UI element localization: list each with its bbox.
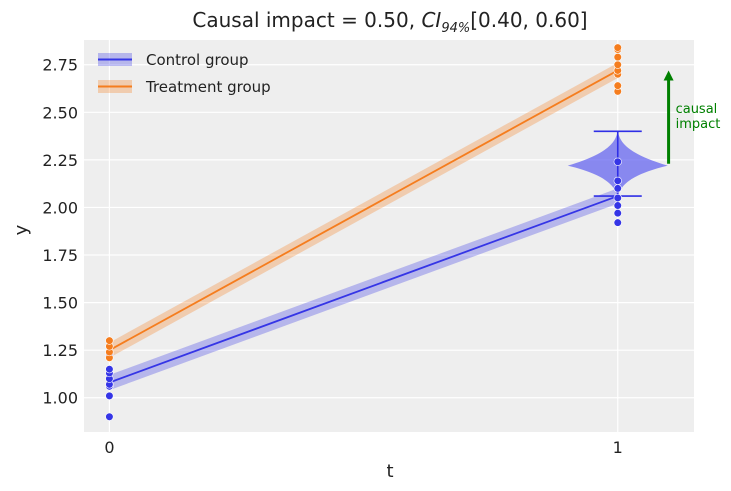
title-ci-subscript: 94%: [441, 21, 470, 36]
data-point-series-0-9: [613, 209, 622, 218]
causal-impact-arrow-head: [663, 70, 674, 81]
data-point-series-1-9: [613, 53, 622, 62]
y-axis-label: y: [11, 224, 32, 235]
data-point-series-0-1: [105, 391, 114, 400]
legend-treatment-label: Treatment group: [145, 78, 271, 96]
y-tick-label-4: 2.00: [42, 198, 78, 217]
y-tick-label-6: 2.50: [42, 103, 78, 122]
causal-impact-label-line2: impact: [676, 117, 721, 132]
data-point-series-1-8: [613, 60, 622, 69]
title-ci: CI: [421, 8, 441, 32]
y-tick-label-1: 1.25: [42, 341, 78, 360]
mean-line-series-0: [109, 195, 619, 384]
data-point-series-0-6: [105, 365, 114, 374]
observation-points: [105, 43, 622, 421]
data-point-series-0-11: [613, 193, 622, 203]
data-point-series-0-8: [613, 218, 622, 227]
causal-impact-label-line1: causal: [676, 102, 718, 117]
y-tick-label-3: 1.75: [42, 246, 78, 265]
mean-lines: [108, 69, 619, 384]
plot-background: [84, 40, 694, 432]
x-tick-label-1: 1: [613, 438, 623, 457]
data-point-series-0-0: [105, 412, 114, 421]
y-tick-label-5: 2.25: [42, 151, 78, 170]
data-point-series-0-14: [613, 157, 622, 166]
data-point-series-0-13: [613, 176, 622, 185]
legend-control-label: Control group: [146, 51, 249, 69]
data-point-series-1-11: [613, 43, 622, 52]
x-axis-label: t: [386, 461, 393, 482]
data-point-series-1-5: [613, 81, 622, 90]
axis-tick-labels: 1.00 1.25 1.50 1.75 2.00 2.25 2.50 2.75 0 1: [42, 56, 622, 457]
data-point-series-0-12: [613, 184, 622, 193]
grid-lines: [84, 40, 694, 432]
data-point-series-1-3: [105, 336, 114, 345]
x-tick-label-0: 0: [104, 438, 114, 457]
legend: Control group Treatment group: [98, 51, 271, 96]
causal-impact-annotation: causal impact: [663, 70, 721, 164]
title-interval: [0.40, 0.60]: [470, 8, 587, 32]
chart-title: Causal impact = 0.50, CI94%[0.40, 0.60]: [192, 8, 587, 36]
data-point-series-0-10: [613, 201, 622, 210]
y-tick-label-7: 2.75: [42, 56, 78, 75]
title-prefix: Causal impact = 0.50,: [192, 8, 421, 32]
y-tick-label-0: 1.00: [42, 389, 78, 408]
y-tick-label-2: 1.50: [42, 294, 78, 313]
mean-line-series-1: [108, 69, 619, 351]
